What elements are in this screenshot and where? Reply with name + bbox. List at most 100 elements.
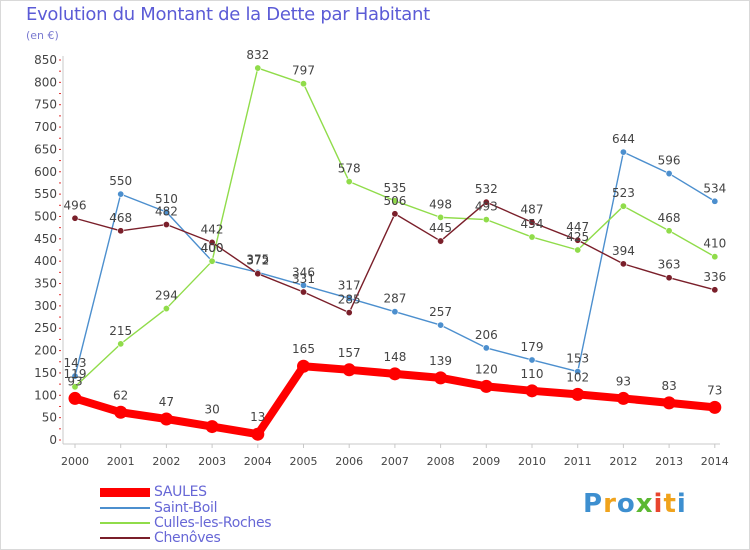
legend-swatch-saint-boil: [100, 507, 150, 509]
x-tick-label: 2014: [701, 455, 729, 468]
logo-letter: i: [653, 489, 664, 519]
data-label-saules: 120: [475, 362, 498, 376]
x-tick-label: 2004: [244, 455, 272, 468]
axes: 0 50 100 150 200 250 300 350 400 450 500 550 600 650 7…: [34, 53, 729, 468]
legend-swatch-saules: [100, 488, 150, 497]
data-point-saint-boil: [391, 308, 399, 316]
data-point-culles-les-roches: [528, 233, 536, 241]
x-tick-label: 2013: [655, 455, 683, 468]
data-label-chenoves: 363: [658, 258, 681, 272]
y-tick-label: 0: [49, 433, 57, 447]
series-line-culles-les-roches: [74, 67, 716, 388]
data-label-chenoves: 447: [566, 220, 589, 234]
series-layer: [68, 64, 722, 441]
data-label-saint-boil: 644: [612, 132, 635, 146]
data-label-culles-les-roches: 468: [658, 211, 681, 225]
data-label-saules: 93: [616, 374, 631, 388]
data-point-culles-les-roches: [711, 253, 719, 261]
data-point-saules: [479, 379, 493, 393]
data-point-saint-boil: [299, 281, 307, 289]
data-label-culles-les-roches: 523: [612, 186, 635, 200]
data-label-culles-les-roches: 410: [703, 237, 726, 251]
legend-swatch-chenoves: [100, 537, 150, 539]
x-tick-label: 2001: [107, 455, 135, 468]
y-tick-label: 600: [34, 165, 57, 179]
data-label-saules: 165: [292, 342, 315, 356]
series-saules: [68, 359, 722, 441]
data-label-saules: 73: [707, 383, 722, 397]
data-label-chenoves: 336: [703, 270, 726, 284]
y-tick-label: 300: [34, 299, 57, 313]
x-tick-label: 2000: [61, 455, 89, 468]
data-point-culles-les-roches: [437, 213, 445, 221]
data-label-saules: 83: [661, 379, 676, 393]
data-point-saint-boil: [528, 356, 536, 364]
data-label-saules: 157: [338, 346, 361, 360]
data-label-culles-les-roches: 797: [292, 64, 315, 78]
data-point-saint-boil: [437, 321, 445, 329]
data-point-chenoves: [162, 221, 170, 229]
y-tick-label: 850: [34, 53, 57, 67]
y-tick-label: 350: [34, 277, 57, 291]
data-point-chenoves: [299, 288, 307, 296]
y-tick-label: 650: [34, 142, 57, 156]
data-point-saules: [571, 387, 585, 401]
data-label-saint-boil: 375: [246, 252, 269, 266]
data-point-saules: [297, 359, 310, 373]
data-label-chenoves: 394: [612, 244, 635, 258]
y-tick-label: 550: [34, 187, 57, 201]
y-tick-label: 400: [34, 254, 57, 268]
data-point-chenoves: [345, 309, 353, 317]
data-label-saint-boil: 143: [64, 356, 87, 370]
data-point-chenoves: [437, 237, 445, 245]
y-tick-label: 450: [34, 232, 57, 246]
x-tick-label: 2003: [198, 455, 226, 468]
y-tick-label: 200: [34, 344, 57, 358]
data-label-culles-les-roches: 119: [64, 367, 87, 381]
data-point-saules: [525, 384, 539, 398]
series-chenoves: [71, 198, 719, 317]
data-label-chenoves: 506: [383, 194, 406, 208]
data-point-culles-les-roches: [574, 246, 582, 254]
data-point-saint-boil: [619, 148, 627, 156]
data-label-saint-boil: 596: [658, 154, 681, 168]
data-point-chenoves: [574, 236, 582, 244]
data-label-culles-les-roches: 493: [475, 200, 498, 214]
x-tick-label: 2002: [152, 455, 180, 468]
data-label-saules: 102: [566, 370, 589, 384]
data-labels-layer: 143 550 510 400 375 346 317 287 257 206 179 153 644 5…: [64, 48, 727, 424]
data-label-saules: 139: [429, 354, 452, 368]
x-tick-label: 2007: [381, 455, 409, 468]
data-point-saint-boil: [574, 368, 582, 376]
data-point-culles-les-roches: [162, 305, 170, 313]
data-point-saules: [434, 371, 448, 385]
y-tick-label: 250: [34, 321, 57, 335]
data-point-chenoves: [208, 238, 216, 246]
data-label-culles-les-roches: 578: [338, 162, 361, 176]
x-tick-label: 2010: [518, 455, 546, 468]
chart-unit-label: (en €): [26, 29, 59, 42]
data-point-culles-les-roches: [345, 178, 353, 186]
data-point-chenoves: [254, 270, 262, 278]
data-point-culles-les-roches: [619, 202, 627, 210]
data-point-culles-les-roches: [482, 216, 490, 224]
data-label-chenoves: 442: [201, 222, 224, 236]
data-label-culles-les-roches: 832: [246, 48, 269, 62]
y-tick-label: 750: [34, 98, 57, 112]
data-point-saint-boil: [482, 344, 490, 352]
data-point-chenoves: [711, 286, 719, 294]
data-label-saint-boil: 206: [475, 328, 498, 342]
data-label-chenoves: 482: [155, 205, 178, 219]
y-tick-label: 800: [34, 75, 57, 89]
chart-title: Evolution du Montant de la Dette par Hab…: [26, 4, 430, 25]
logo-letter: t: [663, 489, 677, 519]
data-point-saint-boil: [162, 208, 170, 216]
series-culles-les-roches: [71, 64, 719, 391]
data-point-culles-les-roches: [254, 64, 262, 72]
data-point-saules: [68, 391, 82, 405]
data-point-chenoves: [391, 210, 399, 218]
data-point-saules: [708, 400, 722, 414]
logo-letter: r: [603, 489, 617, 519]
